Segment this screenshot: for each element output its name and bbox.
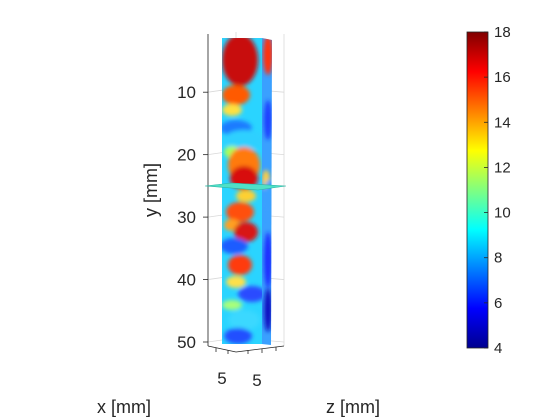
x-axis-ticks: 5 (217, 369, 226, 388)
y-tick-label: 10 (177, 83, 196, 102)
horizontal-slice (204, 182, 287, 191)
y-tick-label: 50 (177, 333, 196, 352)
y-tick-label: 30 (177, 208, 196, 227)
x-axis-label: x [mm] (97, 397, 151, 417)
colorbar: 4 6 8 10 12 14 16 18 (466, 24, 511, 357)
y-tick-label: 20 (177, 146, 196, 165)
z-tick-label: 5 (252, 371, 261, 390)
y-axis-ticks: 10 20 30 40 50 (177, 83, 208, 352)
colorbar-tick-label: 12 (494, 159, 511, 176)
colorbar-tick-label: 10 (494, 205, 511, 222)
y-axis-label: y [mm] (141, 163, 161, 217)
colorbar-gradient (466, 31, 489, 349)
colorbar-tick-label: 14 (494, 114, 511, 131)
colorbar-tick-label: 6 (494, 295, 502, 312)
z-axis-label: z [mm] (326, 397, 380, 417)
colorbar-tick-label: 4 (494, 340, 502, 357)
colorbar-tick-label: 18 (494, 24, 511, 41)
colorbar-tick-label: 16 (494, 69, 511, 86)
y-tick-label: 40 (177, 271, 196, 290)
x-tick-label: 5 (217, 369, 226, 388)
z-axis-ticks: 5 (252, 371, 261, 390)
colorbar-tick-label: 8 (494, 250, 502, 267)
side-slice (262, 38, 272, 345)
front-slice (222, 38, 262, 344)
